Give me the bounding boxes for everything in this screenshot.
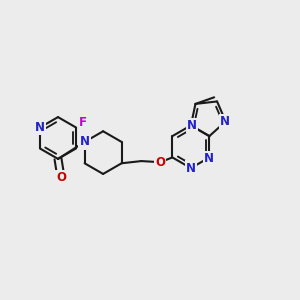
Text: O: O <box>155 156 165 169</box>
Text: N: N <box>186 162 196 175</box>
Text: F: F <box>79 116 87 129</box>
Text: O: O <box>56 171 66 184</box>
Text: N: N <box>187 119 197 132</box>
Text: N: N <box>204 152 214 165</box>
Text: N: N <box>35 121 45 134</box>
Text: N: N <box>220 115 230 128</box>
Text: N: N <box>80 135 90 148</box>
